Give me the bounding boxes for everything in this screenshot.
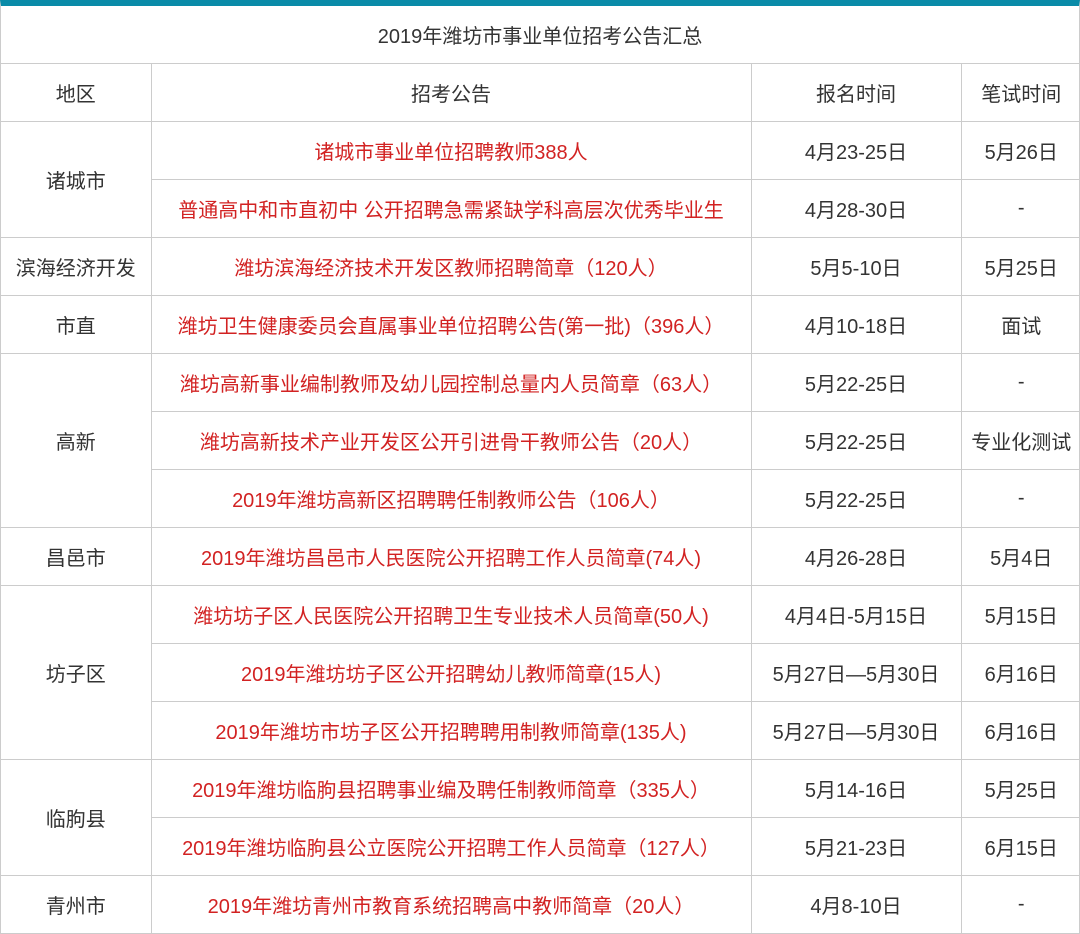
table-row: 青州市2019年潍坊青州市教育系统招聘高中教师简章（20人）4月8-10日- (1, 876, 1080, 934)
table-row: 昌邑市2019年潍坊昌邑市人民医院公开招聘工作人员简章(74人)4月26-28日… (1, 528, 1080, 586)
table-row: 2019年潍坊市坊子区公开招聘聘用制教师简章(135人)5月27日—5月30日6… (1, 702, 1080, 760)
region-cell: 高新 (1, 354, 151, 528)
notice-link[interactable]: 潍坊卫生健康委员会直属事业单位招聘公告(第一批)（396人） (151, 296, 751, 354)
notice-link[interactable]: 2019年潍坊青州市教育系统招聘高中教师简章（20人） (151, 876, 751, 934)
reg-time-cell: 5月27日—5月30日 (751, 644, 961, 702)
exam-time-cell: 5月15日 (961, 586, 1080, 644)
exam-time-cell: 专业化测试 (961, 412, 1080, 470)
table-row: 市直潍坊卫生健康委员会直属事业单位招聘公告(第一批)（396人）4月10-18日… (1, 296, 1080, 354)
exam-time-cell: - (961, 354, 1080, 412)
notice-link[interactable]: 潍坊高新事业编制教师及幼儿园控制总量内人员简章（63人） (151, 354, 751, 412)
exam-time-cell: 5月4日 (961, 528, 1080, 586)
notice-link[interactable]: 普通高中和市直初中 公开招聘急需紧缺学科高层次优秀毕业生 (151, 180, 751, 238)
notice-link[interactable]: 潍坊坊子区人民医院公开招聘卫生专业技术人员简章(50人) (151, 586, 751, 644)
table-row: 普通高中和市直初中 公开招聘急需紧缺学科高层次优秀毕业生4月28-30日- (1, 180, 1080, 238)
region-cell: 临朐县 (1, 760, 151, 876)
table-row: 滨海经济开发潍坊滨海经济技术开发区教师招聘简章（120人）5月5-10日5月25… (1, 238, 1080, 296)
notice-link[interactable]: 2019年潍坊市坊子区公开招聘聘用制教师简章(135人) (151, 702, 751, 760)
reg-time-cell: 5月21-23日 (751, 818, 961, 876)
exam-time-cell: - (961, 876, 1080, 934)
exam-time-cell: 面试 (961, 296, 1080, 354)
reg-time-cell: 4月4日-5月15日 (751, 586, 961, 644)
region-cell: 青州市 (1, 876, 151, 934)
region-cell: 滨海经济开发 (1, 238, 151, 296)
region-cell: 市直 (1, 296, 151, 354)
table-row: 潍坊高新技术产业开发区公开引进骨干教师公告（20人）5月22-25日专业化测试 (1, 412, 1080, 470)
notice-link[interactable]: 潍坊高新技术产业开发区公开引进骨干教师公告（20人） (151, 412, 751, 470)
reg-time-cell: 5月14-16日 (751, 760, 961, 818)
col-header-region: 地区 (1, 64, 151, 122)
reg-time-cell: 5月5-10日 (751, 238, 961, 296)
table-row: 临朐县2019年潍坊临朐县招聘事业编及聘任制教师简章（335人）5月14-16日… (1, 760, 1080, 818)
table-title: 2019年潍坊市事业单位招考公告汇总 (1, 6, 1079, 64)
exam-time-cell: 5月26日 (961, 122, 1080, 180)
col-header-regtime: 报名时间 (751, 64, 961, 122)
table-row: 2019年潍坊高新区招聘聘任制教师公告（106人）5月22-25日- (1, 470, 1080, 528)
notice-link[interactable]: 诸城市事业单位招聘教师388人 (151, 122, 751, 180)
exam-time-cell: 5月25日 (961, 238, 1080, 296)
recruitment-table-container: 2019年潍坊市事业单位招考公告汇总 地区 招考公告 报名时间 笔试时间 诸城市… (0, 0, 1080, 934)
reg-time-cell: 5月22-25日 (751, 470, 961, 528)
notice-link[interactable]: 2019年潍坊临朐县招聘事业编及聘任制教师简章（335人） (151, 760, 751, 818)
table-row: 2019年潍坊坊子区公开招聘幼儿教师简章(15人)5月27日—5月30日6月16… (1, 644, 1080, 702)
region-cell: 诸城市 (1, 122, 151, 238)
exam-time-cell: 5月25日 (961, 760, 1080, 818)
exam-time-cell: 6月16日 (961, 644, 1080, 702)
table-row: 高新潍坊高新事业编制教师及幼儿园控制总量内人员简章（63人）5月22-25日- (1, 354, 1080, 412)
reg-time-cell: 4月10-18日 (751, 296, 961, 354)
table-row: 坊子区潍坊坊子区人民医院公开招聘卫生专业技术人员简章(50人)4月4日-5月15… (1, 586, 1080, 644)
notice-link[interactable]: 2019年潍坊坊子区公开招聘幼儿教师简章(15人) (151, 644, 751, 702)
table-row: 2019年潍坊临朐县公立医院公开招聘工作人员简章（127人）5月21-23日6月… (1, 818, 1080, 876)
exam-time-cell: - (961, 470, 1080, 528)
exam-time-cell: 6月15日 (961, 818, 1080, 876)
reg-time-cell: 4月23-25日 (751, 122, 961, 180)
notice-link[interactable]: 潍坊滨海经济技术开发区教师招聘简章（120人） (151, 238, 751, 296)
notice-link[interactable]: 2019年潍坊临朐县公立医院公开招聘工作人员简章（127人） (151, 818, 751, 876)
col-header-notice: 招考公告 (151, 64, 751, 122)
col-header-examtime: 笔试时间 (961, 64, 1080, 122)
reg-time-cell: 4月8-10日 (751, 876, 961, 934)
table-header-row: 地区 招考公告 报名时间 笔试时间 (1, 64, 1080, 122)
notice-link[interactable]: 2019年潍坊昌邑市人民医院公开招聘工作人员简章(74人) (151, 528, 751, 586)
region-cell: 昌邑市 (1, 528, 151, 586)
reg-time-cell: 5月27日—5月30日 (751, 702, 961, 760)
table-row: 诸城市诸城市事业单位招聘教师388人4月23-25日5月26日 (1, 122, 1080, 180)
reg-time-cell: 4月26-28日 (751, 528, 961, 586)
table-body: 诸城市诸城市事业单位招聘教师388人4月23-25日5月26日普通高中和市直初中… (1, 122, 1080, 934)
notice-link[interactable]: 2019年潍坊高新区招聘聘任制教师公告（106人） (151, 470, 751, 528)
exam-time-cell: 6月16日 (961, 702, 1080, 760)
exam-time-cell: - (961, 180, 1080, 238)
reg-time-cell: 4月28-30日 (751, 180, 961, 238)
reg-time-cell: 5月22-25日 (751, 354, 961, 412)
recruitment-table: 地区 招考公告 报名时间 笔试时间 诸城市诸城市事业单位招聘教师388人4月23… (1, 64, 1080, 934)
region-cell: 坊子区 (1, 586, 151, 760)
reg-time-cell: 5月22-25日 (751, 412, 961, 470)
